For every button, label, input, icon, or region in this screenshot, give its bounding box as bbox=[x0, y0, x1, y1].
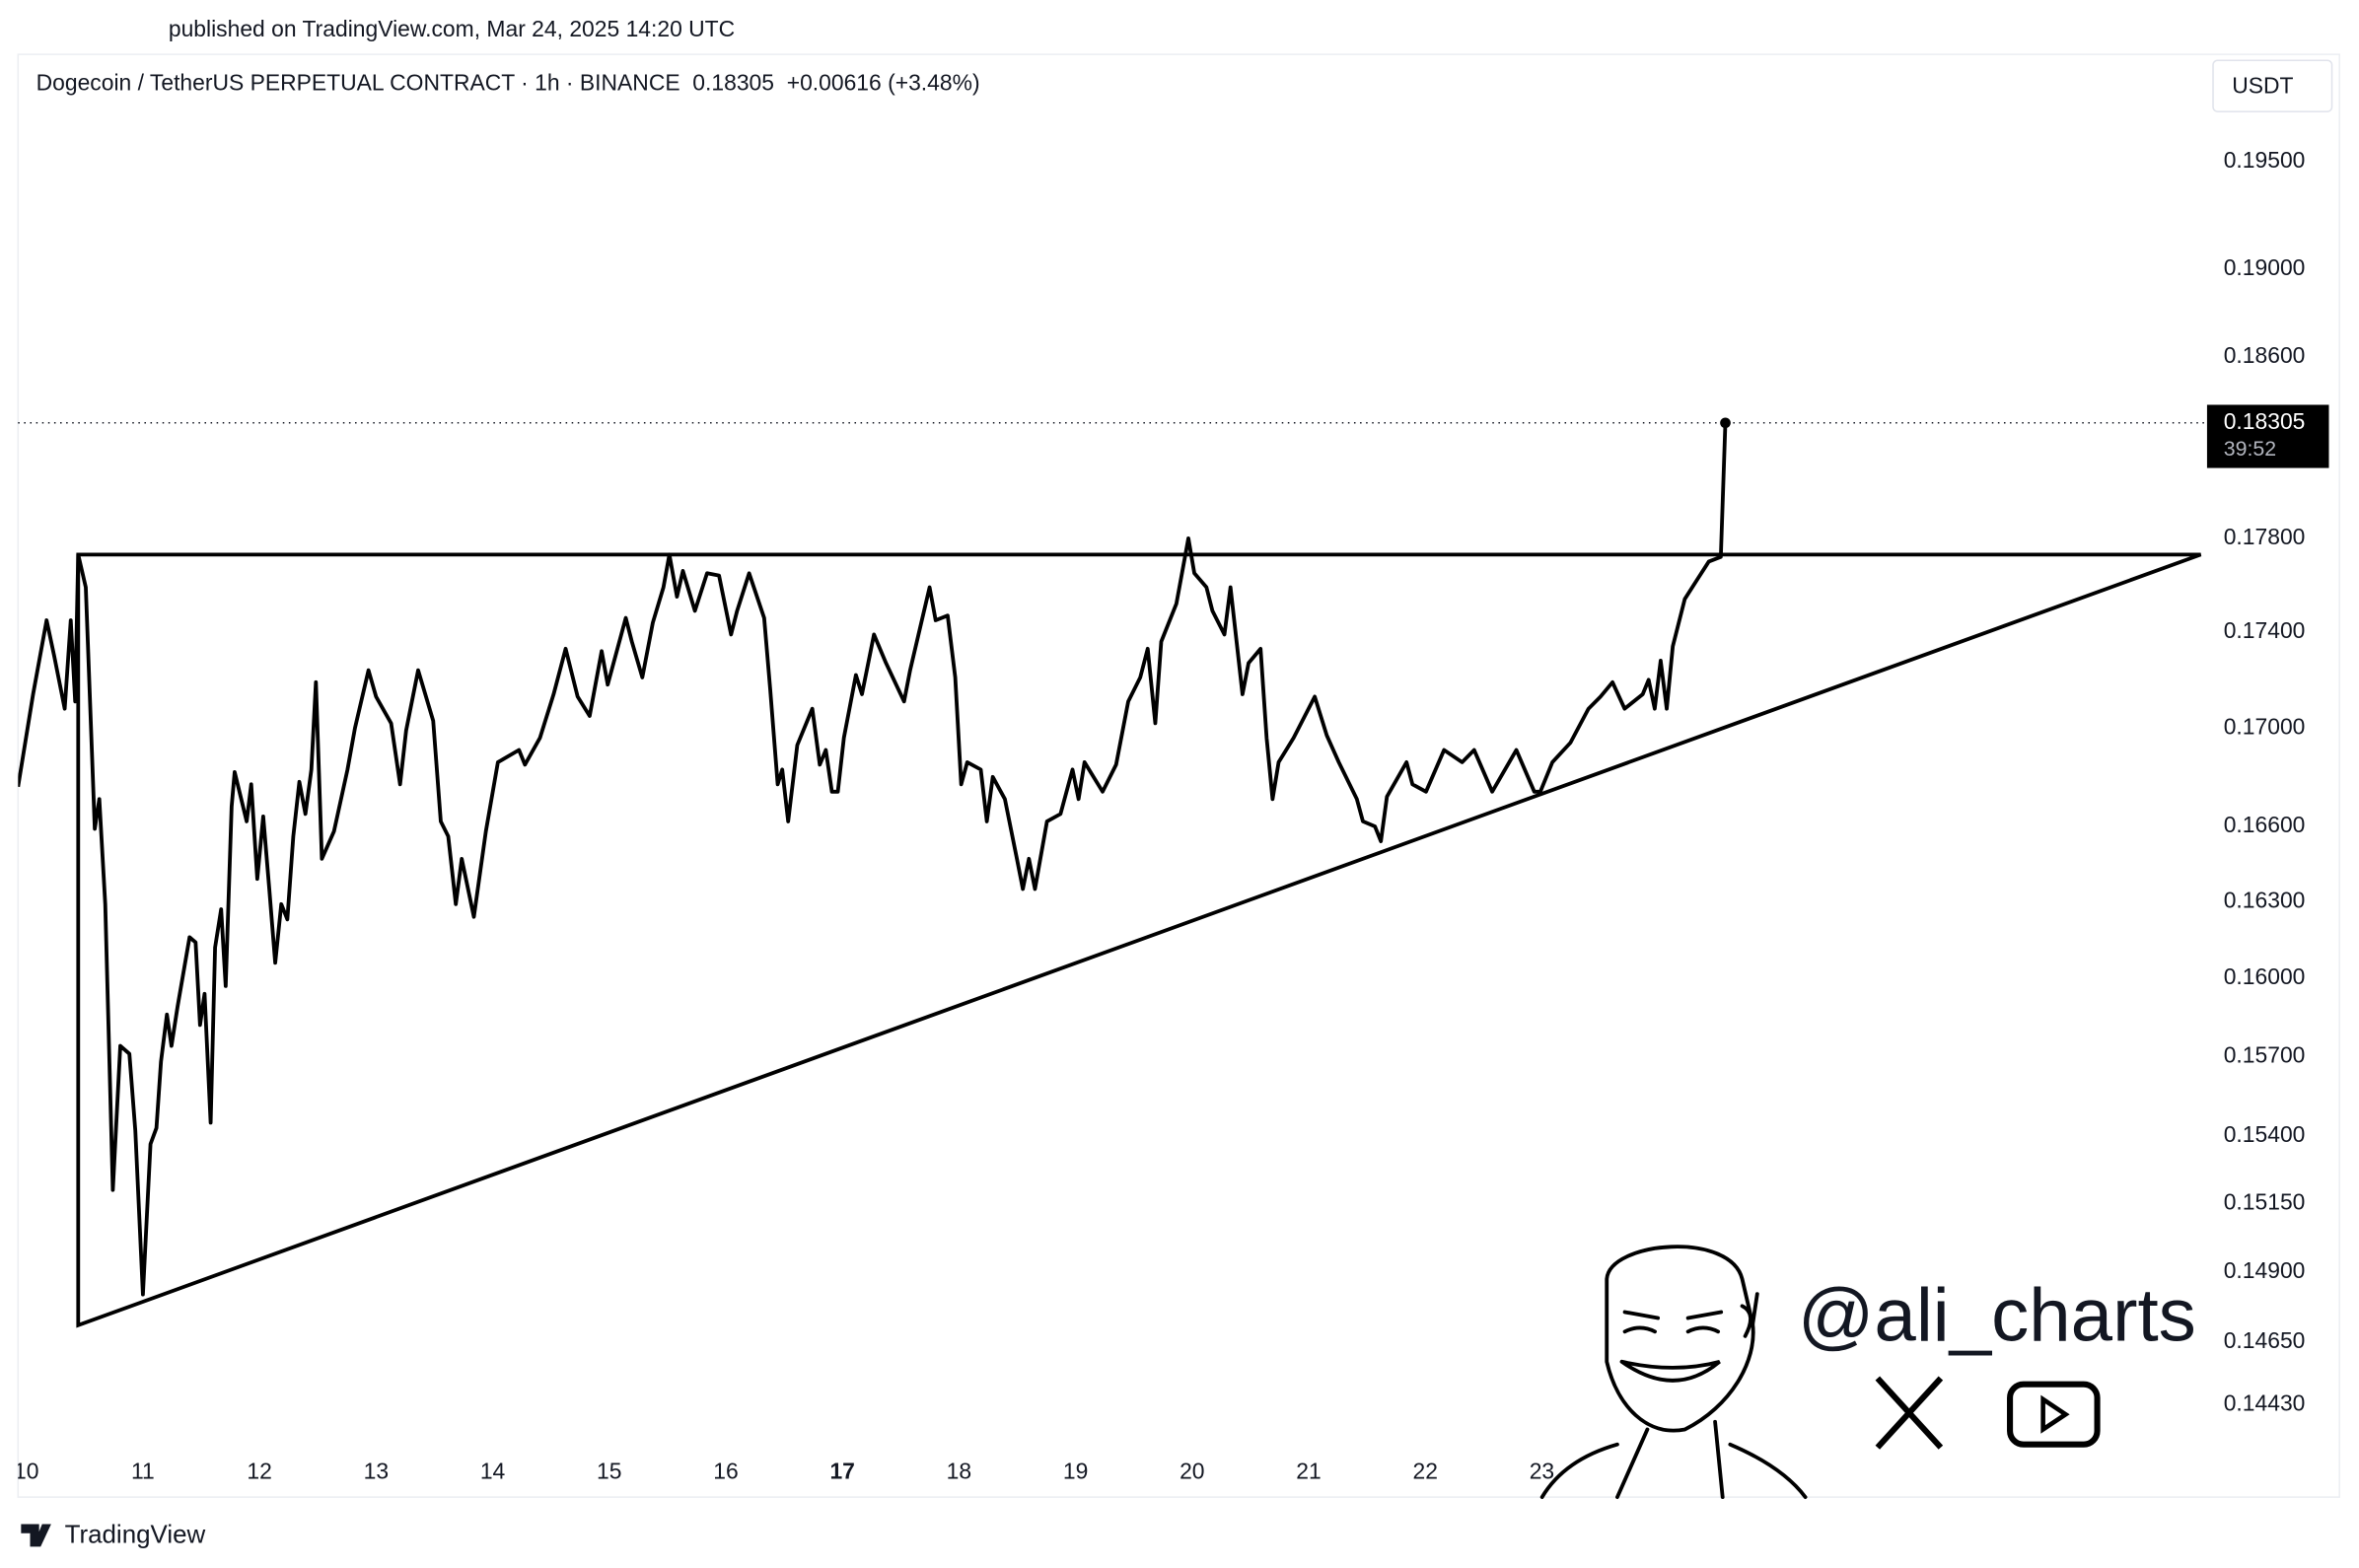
y-tick-label: 0.18600 bbox=[2224, 342, 2306, 368]
y-tick-label: 0.19500 bbox=[2224, 147, 2306, 173]
x-tick-label: 20 bbox=[1180, 1459, 1204, 1484]
x-tick-label: 16 bbox=[713, 1459, 738, 1484]
x-tick-label: 23 bbox=[1530, 1459, 1554, 1484]
y-tick-label: 0.14650 bbox=[2224, 1327, 2306, 1353]
watermark: @ali_charts bbox=[1798, 1274, 2196, 1358]
y-tick-label: 0.15150 bbox=[2224, 1189, 2306, 1215]
y-tick-label: 0.17800 bbox=[2224, 524, 2306, 549]
y-tick-label: 0.16300 bbox=[2224, 887, 2306, 912]
x-tick-label: 21 bbox=[1296, 1459, 1321, 1484]
currency-label: USDT bbox=[2232, 73, 2293, 99]
x-tick-label: 18 bbox=[947, 1459, 971, 1484]
x-tick-label: 11 bbox=[131, 1459, 155, 1484]
y-tick-label: 0.15700 bbox=[2224, 1041, 2306, 1067]
x-tick-label: 10 bbox=[14, 1459, 38, 1484]
published-note: published on TradingView.com, Mar 24, 20… bbox=[169, 16, 735, 41]
y-tick-label: 0.16000 bbox=[2224, 963, 2306, 989]
price-badge-label: 0.18305 bbox=[2224, 408, 2306, 434]
triangle-pattern bbox=[76, 552, 2202, 1328]
y-tick-label: 0.17400 bbox=[2224, 617, 2306, 643]
last-point bbox=[1720, 417, 1731, 429]
footer-logo: TradingView bbox=[65, 1522, 206, 1549]
logo-mark bbox=[21, 1524, 51, 1547]
price-badge bbox=[2206, 404, 2329, 468]
social-icons bbox=[1875, 1376, 2101, 1450]
y-tick-label: 0.15400 bbox=[2224, 1121, 2306, 1147]
x-tick-label: 14 bbox=[480, 1459, 506, 1484]
x-tick-label: 19 bbox=[1063, 1459, 1088, 1484]
countdown-label: 39:52 bbox=[2224, 437, 2276, 461]
x-tick-label: 22 bbox=[1412, 1459, 1437, 1484]
currency-box bbox=[2212, 59, 2333, 112]
x-tick-label: 15 bbox=[597, 1459, 621, 1484]
y-tick-label: 0.14900 bbox=[2224, 1257, 2306, 1283]
y-tick-label: 0.19000 bbox=[2224, 254, 2306, 280]
price-line bbox=[18, 422, 1728, 1297]
avatar bbox=[1539, 1245, 1808, 1499]
x-axis: 10 11 12 13 14 15 16 17 18 19 20 21 22 23 bbox=[14, 1459, 1554, 1484]
y-tick-label: 0.16600 bbox=[2224, 812, 2306, 837]
y-tick-label: 0.17000 bbox=[2224, 713, 2306, 739]
y-tick-label: 0.14430 bbox=[2224, 1390, 2306, 1415]
x-tick-label: 12 bbox=[247, 1459, 271, 1484]
x-tick-label: 13 bbox=[364, 1459, 389, 1484]
x-tick-label: 17 bbox=[829, 1459, 854, 1484]
chart-title: Dogecoin / TetherUS PERPETUAL CONTRACT ·… bbox=[36, 70, 980, 96]
